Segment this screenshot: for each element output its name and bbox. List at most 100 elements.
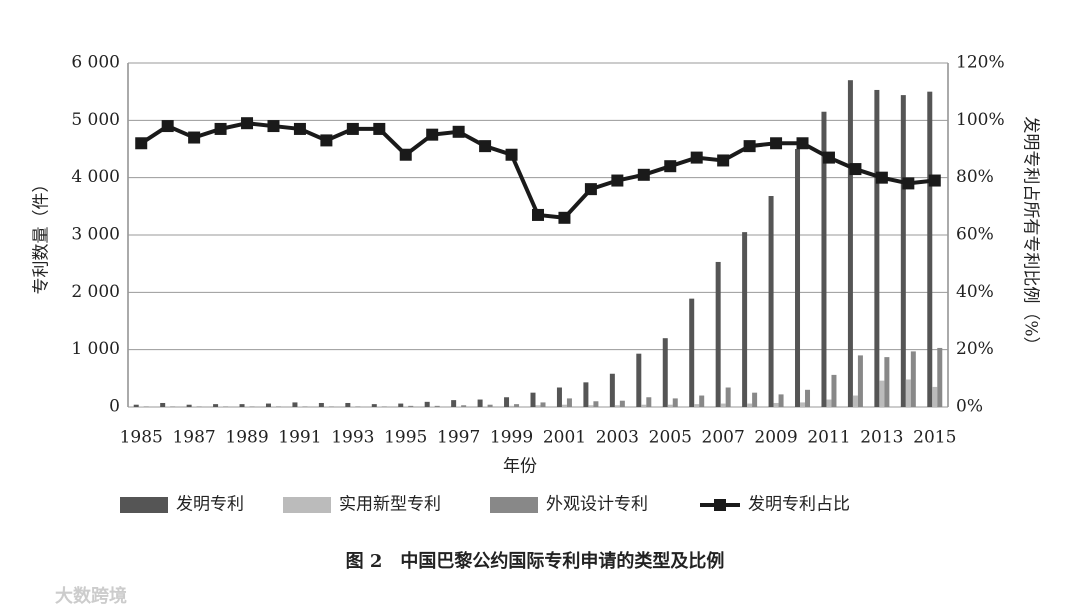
marker (770, 137, 783, 150)
marker (928, 174, 941, 187)
legend-label: 实用新型专利 (339, 495, 441, 515)
bar (482, 406, 488, 407)
bar (619, 400, 625, 407)
marker (452, 125, 465, 138)
marker (611, 174, 624, 187)
bar (821, 111, 827, 407)
line (140, 121, 935, 220)
bar (381, 406, 387, 407)
legend-label: 发明专利占比 (748, 495, 850, 515)
marker (320, 134, 333, 147)
y-tick-label: 3 000 (71, 225, 120, 245)
bar (398, 403, 404, 407)
bar (292, 402, 298, 407)
marker (796, 137, 809, 150)
bar (905, 379, 911, 407)
bar (805, 389, 811, 407)
bar (249, 406, 255, 407)
bar (275, 406, 281, 407)
y2-tick-label: 80% (956, 167, 994, 187)
bar (434, 405, 440, 407)
marker (479, 140, 492, 153)
x-tick-label: 2011 (807, 428, 850, 448)
bar (535, 405, 541, 407)
watermark: 大数跨境 (55, 585, 127, 607)
bar (170, 406, 176, 407)
bar (699, 395, 705, 407)
marker (558, 211, 571, 224)
x-tick-label: 2013 (860, 428, 903, 448)
bar (879, 380, 885, 407)
marker (717, 154, 730, 167)
marker (822, 151, 835, 164)
marker (902, 177, 915, 190)
bar (583, 382, 589, 407)
bar (646, 397, 652, 407)
bar (937, 347, 943, 407)
marker (664, 160, 677, 173)
bar (223, 406, 229, 407)
bar (239, 404, 245, 407)
bar (795, 149, 801, 407)
bar (556, 387, 562, 407)
y2-tick-label: 120% (956, 53, 1005, 73)
y2-tick-label: 100% (956, 110, 1005, 130)
bar (715, 261, 721, 407)
bar (588, 405, 594, 407)
legend-marker (714, 499, 726, 511)
bar (752, 392, 758, 407)
y2-tick-label: 20% (956, 339, 994, 359)
x-tick-label: 1989 (225, 428, 268, 448)
marker (161, 120, 174, 133)
marker (267, 120, 280, 133)
legend-label: 发明专利 (176, 495, 244, 515)
bar (355, 406, 361, 407)
bar (196, 406, 202, 407)
y2-tick-label: 40% (956, 282, 994, 302)
bar (514, 404, 520, 407)
bar (456, 406, 462, 407)
x-tick-label: 2005 (649, 428, 692, 448)
x-tick-label: 2007 (702, 428, 745, 448)
bar (609, 373, 615, 407)
marker (399, 148, 412, 161)
bar (852, 395, 858, 407)
marker (532, 208, 544, 221)
bar (689, 298, 695, 407)
x-tick-label: 1995 (384, 428, 427, 448)
y-tick-label: 1 000 (71, 339, 120, 359)
x-tick-label: 1985 (120, 428, 163, 448)
bar (540, 402, 546, 407)
marker (426, 128, 439, 141)
bar (672, 398, 678, 407)
y2-axis-label: 发明专利占所有专利比例（%） (1021, 116, 1041, 353)
bar (636, 353, 642, 407)
x-tick-label: 2001 (543, 428, 586, 448)
x-tick-label: 2015 (913, 428, 956, 448)
bar (831, 374, 837, 407)
bar (371, 404, 377, 407)
caption: 图 2 中国巴黎公约国际专利申请的类型及比例 (346, 550, 725, 572)
bar (530, 392, 536, 407)
bar (800, 402, 806, 407)
bar (641, 404, 647, 407)
bar (504, 397, 510, 407)
bar (874, 89, 880, 408)
bar (566, 398, 572, 407)
marker (849, 163, 862, 176)
bar (778, 394, 784, 407)
bar (487, 404, 493, 407)
bar (694, 404, 700, 407)
bar (345, 402, 351, 407)
bar (768, 196, 774, 407)
marker (584, 183, 597, 196)
bar (932, 386, 938, 407)
legend-swatch (120, 497, 168, 513)
legend-swatch (490, 497, 538, 513)
bar (725, 387, 731, 407)
bar (773, 402, 779, 407)
bar (424, 401, 430, 407)
x-tick-label: 1991 (278, 428, 321, 448)
x-tick-label: 1997 (437, 428, 480, 448)
